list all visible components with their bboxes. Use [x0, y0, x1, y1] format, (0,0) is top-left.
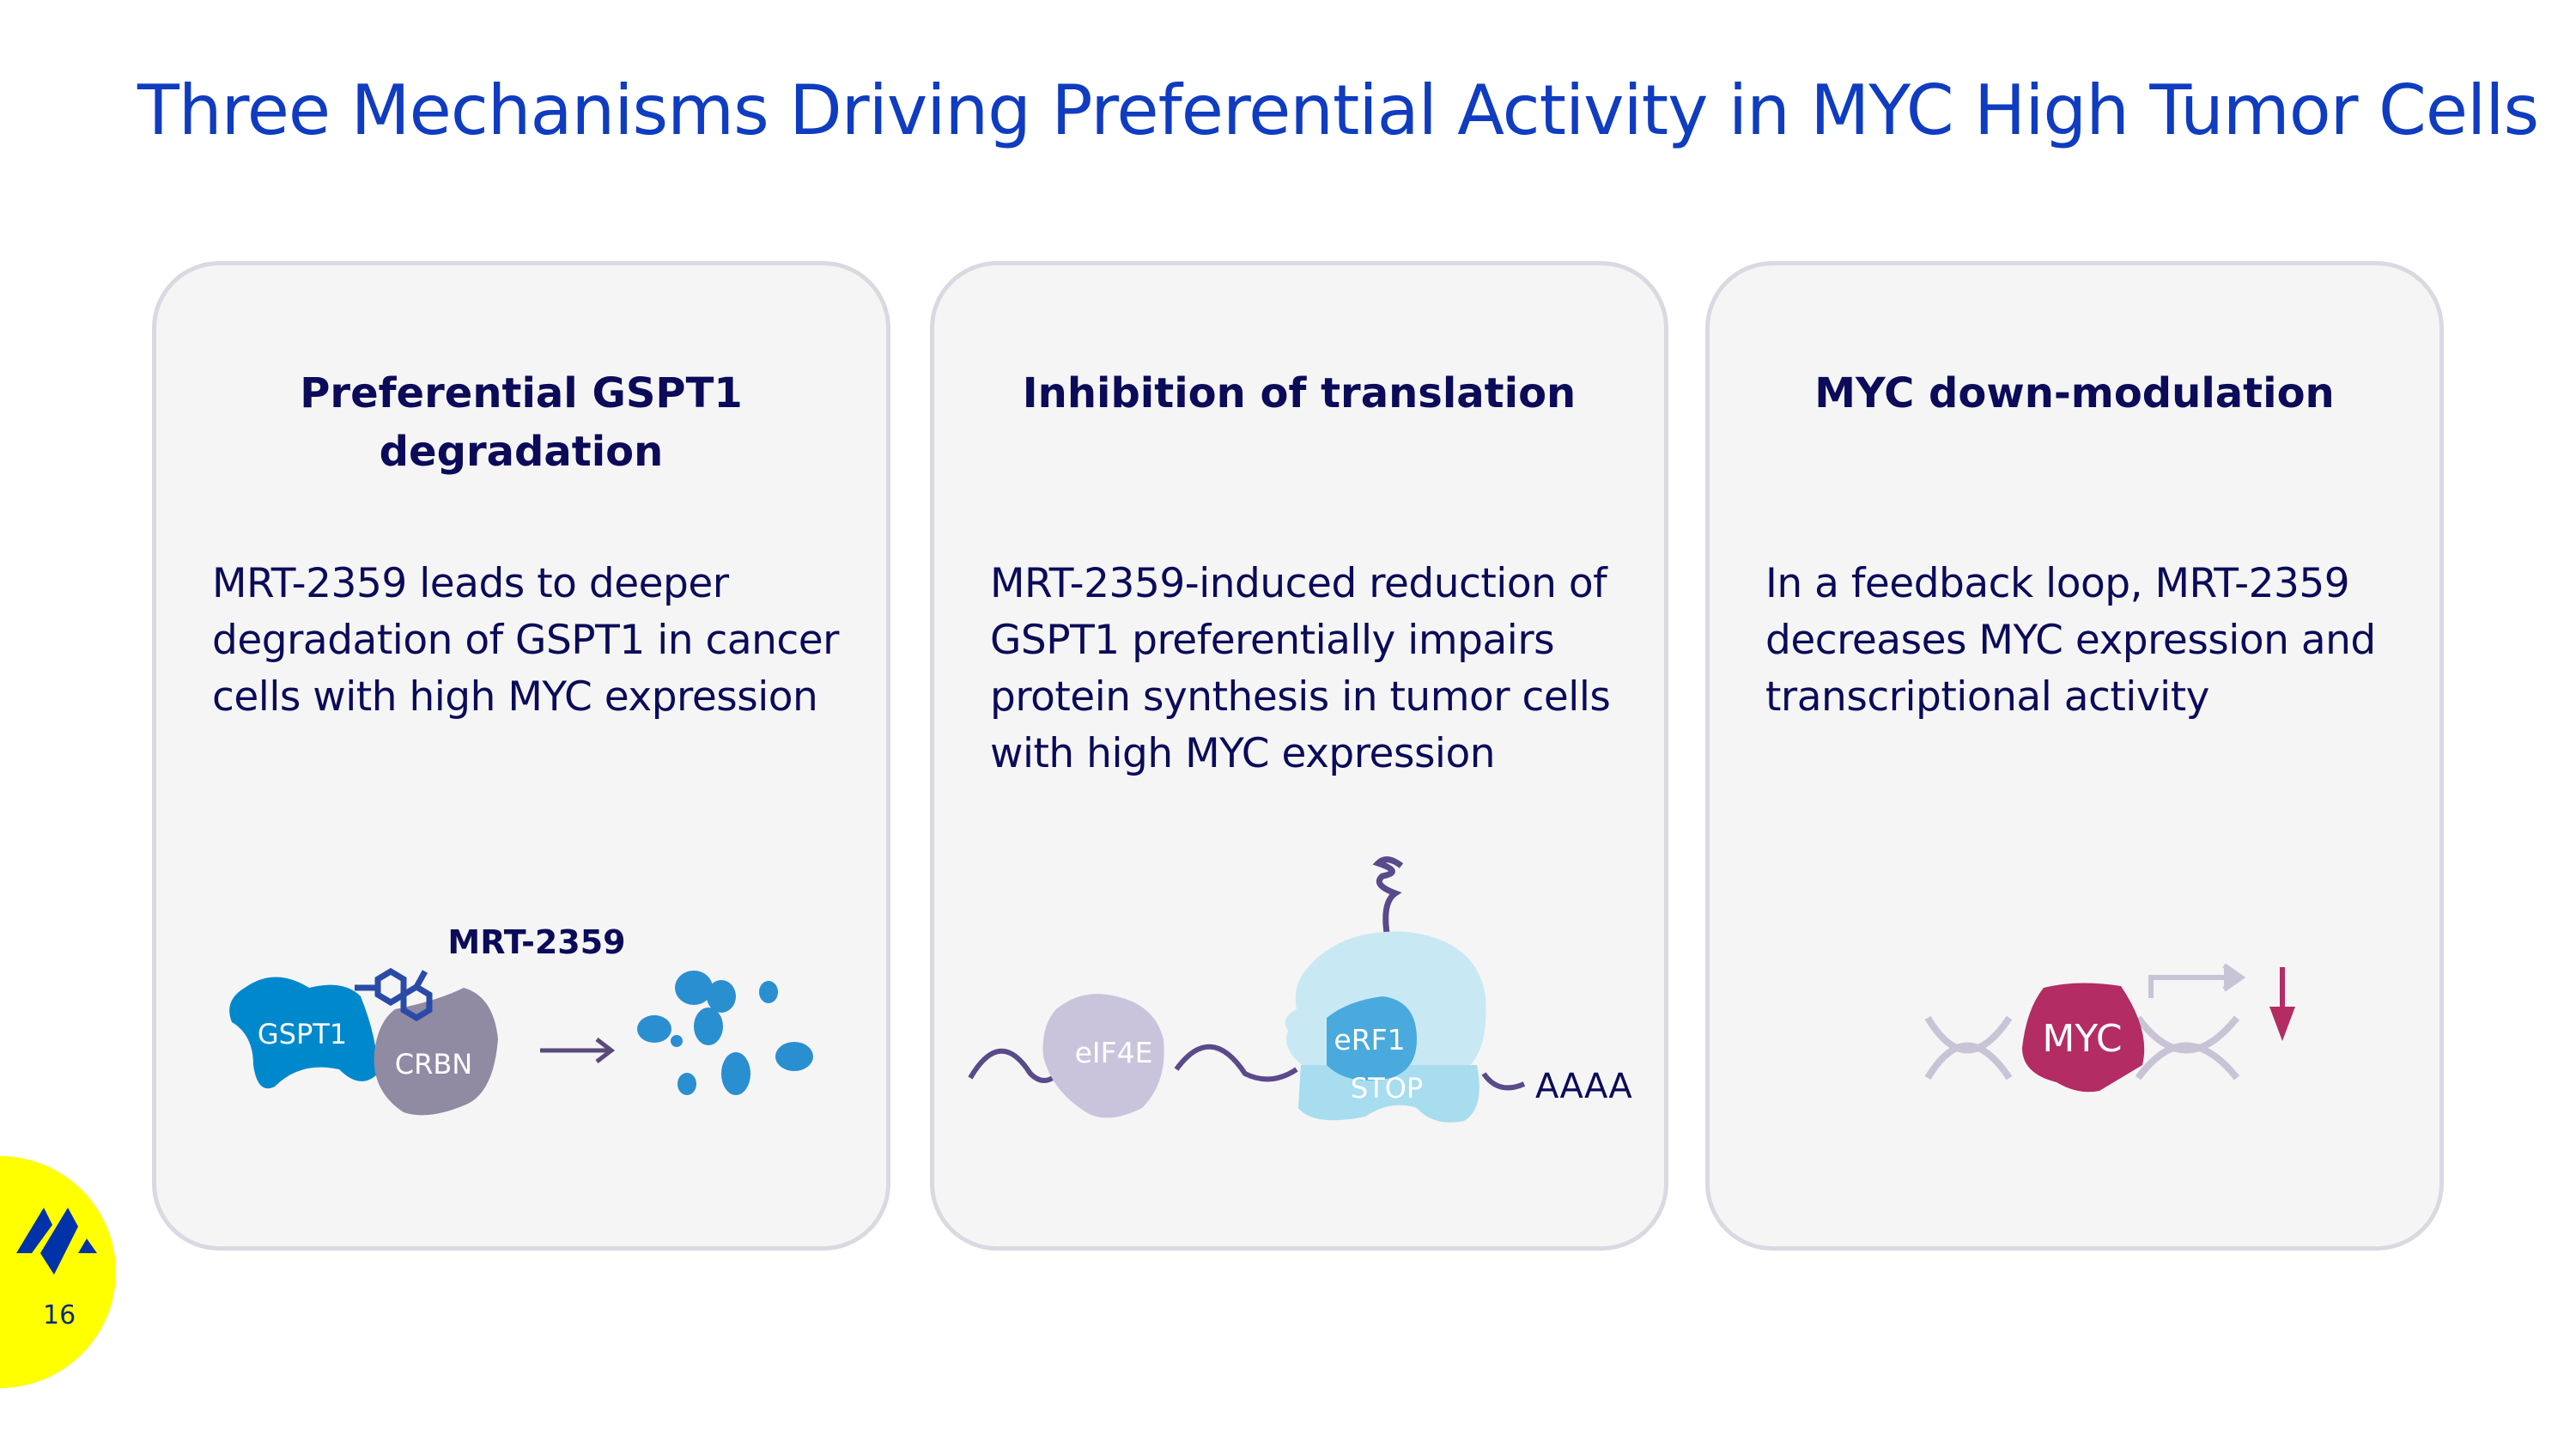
- card-body: MRT-2359 leads to deeper degradation of …: [212, 560, 840, 721]
- card-body: MRT-2359-induced reduction of GSPT1 pref…: [990, 560, 1611, 777]
- molecule-icon: [355, 967, 433, 1022]
- company-logo-icon: [16, 1208, 97, 1275]
- dna-helix-icon: [1924, 1015, 2240, 1081]
- card-translation-inhibition: Inhibition of translation MRT-2359-induc…: [930, 261, 1668, 1251]
- transcription-arrow-icon: [2148, 963, 2246, 998]
- crbn-protein-icon: [374, 988, 498, 1116]
- stop-codon-label: STOP: [1351, 1072, 1423, 1105]
- myc-protein-icon: [2022, 983, 2145, 1093]
- ribosome-small-subunit-icon: [1298, 1065, 1479, 1123]
- crbn-label: CRBN: [395, 1048, 472, 1081]
- erf1-factor-icon: [1327, 996, 1417, 1081]
- eif4e-factor-icon: [1042, 994, 1164, 1118]
- card-heading: Inhibition of translation: [1022, 369, 1577, 417]
- gspt1-protein-icon: [229, 977, 378, 1089]
- nascent-peptide-icon: [1372, 856, 1404, 934]
- card-body: In a feedback loop, MRT-2359 decreases M…: [1765, 560, 2376, 721]
- erf1-label: eRF1: [1334, 1023, 1405, 1056]
- myc-label: MYC: [2042, 1017, 2122, 1061]
- eif4e-label: eIF4E: [1075, 1036, 1153, 1069]
- page-title: Three Mechanisms Driving Preferential Ac…: [137, 70, 2539, 150]
- arrow-right-icon: [540, 1038, 616, 1063]
- protein-fragments-icon: [637, 971, 813, 1095]
- page-number: 16: [43, 1300, 76, 1330]
- decrease-arrow-icon: [2269, 967, 2295, 1041]
- card-heading: Preferential GSPT1 degradation: [300, 369, 743, 476]
- polya-tail-label: AAAA: [1535, 1067, 1632, 1106]
- translation-figure: eIF4E eRF1 STOP AAAA: [968, 856, 1632, 1123]
- drug-label: MRT-2359: [447, 923, 625, 961]
- gspt1-degradation-figure: MRT-2359 GSPT1 CRBN: [229, 923, 813, 1116]
- card-heading: MYC down-modulation: [1814, 369, 2335, 417]
- gspt1-label: GSPT1: [258, 1018, 347, 1050]
- myc-figure: MYC: [1924, 963, 2295, 1093]
